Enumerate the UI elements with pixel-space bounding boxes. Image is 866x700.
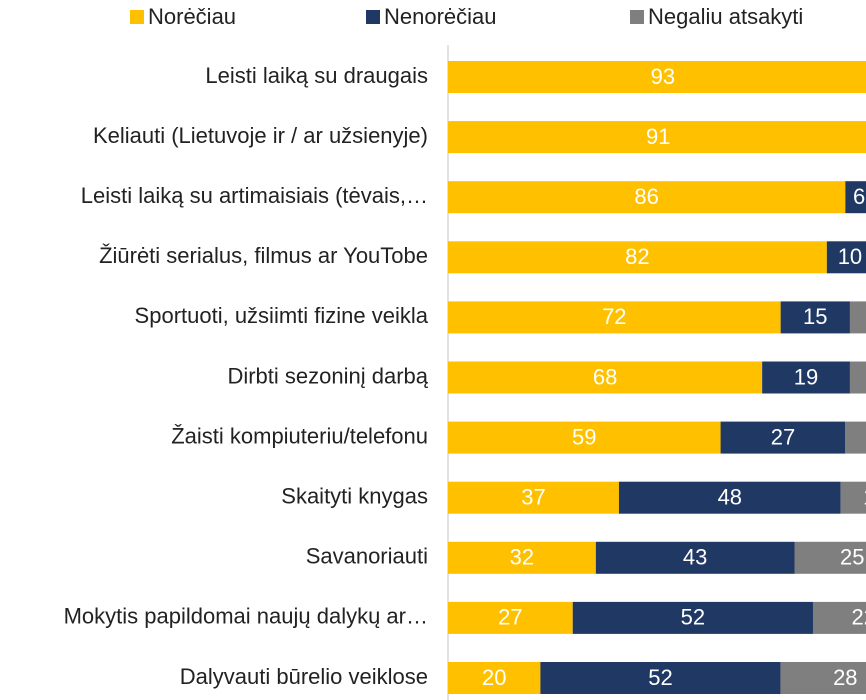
legend-label: Negaliu atsakyti bbox=[648, 4, 803, 29]
bar-segment bbox=[448, 541, 596, 574]
category-label: Dirbti sezoninį darbą bbox=[227, 363, 428, 388]
bar-segment bbox=[826, 241, 866, 274]
data-label: 25 bbox=[840, 545, 864, 570]
bar-segment bbox=[720, 421, 846, 454]
data-label: 19 bbox=[794, 364, 818, 389]
bar-segment bbox=[540, 662, 781, 694]
bar-segment bbox=[595, 541, 795, 574]
data-label: 32 bbox=[510, 545, 534, 570]
bar-segment bbox=[845, 421, 866, 454]
data-label: 15 bbox=[863, 485, 866, 510]
bar-segment bbox=[780, 301, 850, 334]
bar-segment bbox=[448, 481, 619, 514]
category-label: Savanoriauti bbox=[306, 544, 428, 569]
data-label: 6 bbox=[853, 184, 865, 209]
category-label: Keliauti (Lietuvoje ir / ar užsienyje) bbox=[93, 123, 428, 148]
category-label: Dalyvauti būrelio veiklose bbox=[180, 664, 428, 689]
bar-segment bbox=[794, 541, 866, 574]
bar-segment bbox=[448, 241, 827, 274]
category-label: Mokytis papildomai naujų dalykų ar… bbox=[64, 604, 428, 629]
bar-segment bbox=[448, 181, 846, 214]
bar-segment bbox=[762, 361, 850, 394]
data-label: 93 bbox=[651, 64, 675, 89]
bar-segment bbox=[448, 121, 866, 154]
data-label: 91 bbox=[646, 124, 670, 149]
category-label: Žaisti kompiuteriu/telefonu bbox=[171, 423, 428, 448]
bar-segment bbox=[845, 181, 866, 214]
data-label: 59 bbox=[572, 424, 596, 449]
data-label: 48 bbox=[718, 485, 742, 510]
data-label: 20 bbox=[482, 665, 506, 690]
category-label: Skaityti knygas bbox=[281, 484, 428, 509]
bar-segment bbox=[812, 601, 866, 634]
bar-segment bbox=[448, 662, 541, 694]
data-label: 52 bbox=[681, 605, 705, 630]
data-label: 10 bbox=[838, 244, 862, 269]
bar-segment bbox=[448, 301, 781, 334]
data-label: 52 bbox=[648, 665, 672, 690]
data-label: 43 bbox=[683, 545, 707, 570]
data-label: 22 bbox=[852, 605, 866, 630]
bar-segment bbox=[448, 61, 866, 93]
data-label: 27 bbox=[771, 424, 795, 449]
category-label: Sportuoti, užsiimti fizine veikla bbox=[135, 303, 429, 328]
category-label: Žiūrėti serialus, filmus ar YouTobe bbox=[99, 243, 428, 268]
bar-segment bbox=[849, 301, 866, 334]
data-label: 72 bbox=[602, 304, 626, 329]
bar-segment bbox=[618, 481, 841, 514]
data-label: 37 bbox=[521, 485, 545, 510]
legend-swatch bbox=[366, 10, 380, 24]
data-label: 86 bbox=[634, 184, 658, 209]
data-label: 28 bbox=[833, 665, 857, 690]
bar-segment bbox=[849, 361, 866, 394]
bar-segment bbox=[780, 662, 866, 694]
bar-segment bbox=[448, 421, 721, 454]
bar-segment bbox=[448, 601, 573, 634]
bar-segment bbox=[840, 481, 866, 514]
category-label: Leisti laiką su draugais bbox=[205, 63, 428, 88]
data-label: 27 bbox=[498, 605, 522, 630]
data-label: 68 bbox=[593, 364, 617, 389]
legend-label: Norėčiau bbox=[148, 4, 236, 29]
bar-segment bbox=[448, 361, 763, 394]
category-label: Leisti laiką su artimaisiais (tėvais,… bbox=[81, 183, 428, 208]
legend-swatch bbox=[130, 10, 144, 24]
data-label: 15 bbox=[803, 304, 827, 329]
legend-swatch bbox=[630, 10, 644, 24]
legend-label: Nenorėčiau bbox=[384, 4, 497, 29]
data-label: 82 bbox=[625, 244, 649, 269]
bar-segment bbox=[572, 601, 813, 634]
